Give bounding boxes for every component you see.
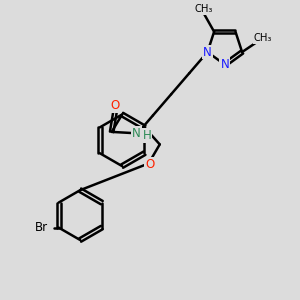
Text: Br: Br	[34, 221, 48, 234]
Text: CH₃: CH₃	[195, 4, 213, 14]
Text: N: N	[203, 46, 212, 59]
Text: O: O	[111, 99, 120, 112]
Text: O: O	[146, 158, 155, 170]
Text: CH₃: CH₃	[254, 33, 272, 43]
Text: H: H	[142, 129, 151, 142]
Text: N: N	[220, 58, 229, 71]
Text: N: N	[132, 127, 141, 140]
